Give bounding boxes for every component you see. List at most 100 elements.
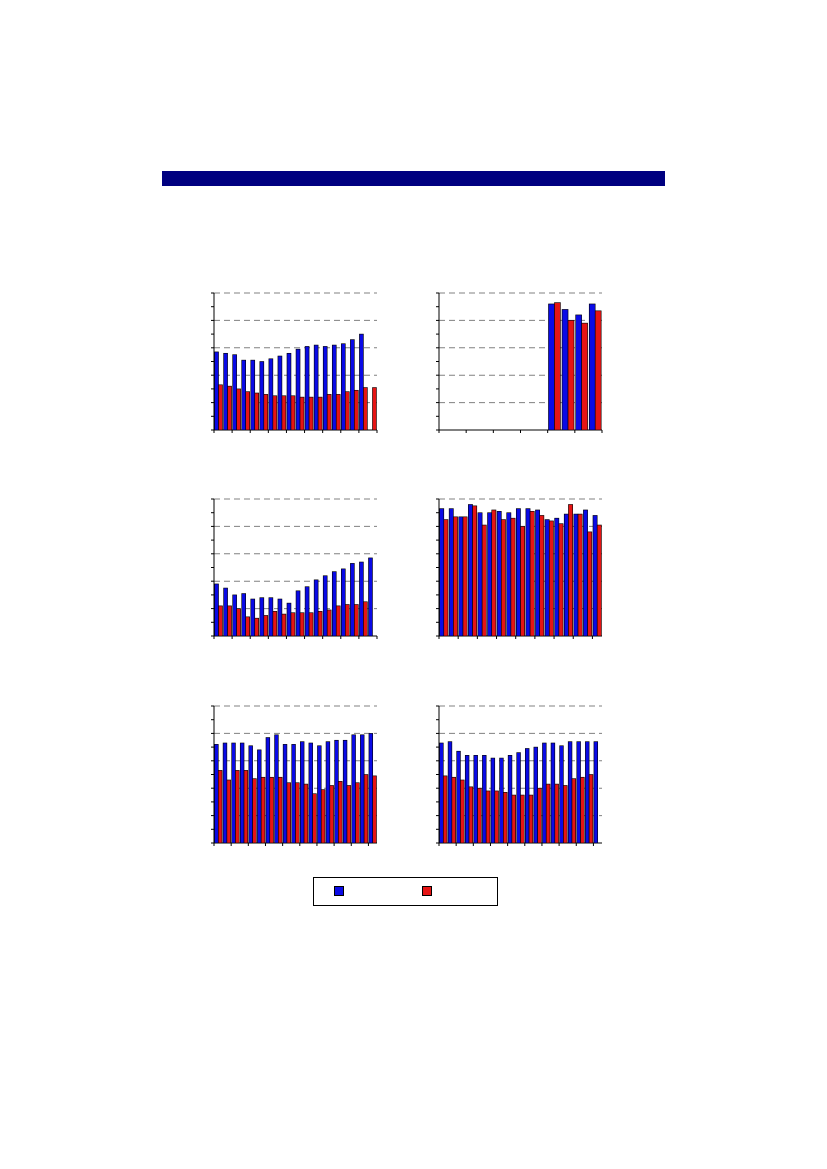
bar-series-a bbox=[477, 512, 483, 637]
bar-series-a bbox=[308, 742, 313, 844]
bar-series-a bbox=[304, 346, 310, 431]
bar-series-b bbox=[217, 770, 223, 844]
bar-series-b bbox=[363, 387, 368, 431]
bar-series-b bbox=[539, 515, 545, 637]
bar-series-a bbox=[567, 741, 573, 844]
bar-series-b bbox=[286, 782, 291, 844]
bar-series-b bbox=[226, 779, 231, 844]
bar-series-b bbox=[511, 794, 516, 844]
bar-series-a bbox=[286, 602, 292, 637]
bar-series-b bbox=[363, 601, 368, 637]
bar-series-b bbox=[453, 516, 458, 637]
bar-series-b bbox=[218, 605, 223, 637]
bar-series-b bbox=[303, 783, 309, 844]
bar-series-a bbox=[544, 519, 550, 637]
bar-series-a bbox=[507, 755, 513, 844]
bar-series-b bbox=[577, 513, 583, 637]
bar-series-a bbox=[277, 355, 283, 431]
bar-series-b bbox=[503, 792, 508, 844]
bar-series-a bbox=[265, 737, 271, 844]
bar-series-b bbox=[346, 785, 352, 844]
bar-series-a bbox=[525, 748, 530, 844]
bar-series-b bbox=[354, 604, 359, 637]
bar-series-a bbox=[274, 734, 279, 844]
bar-series-b bbox=[451, 776, 456, 844]
bar-series-b bbox=[245, 391, 250, 431]
bar-series-a bbox=[257, 749, 262, 844]
bar-series-b bbox=[528, 794, 534, 844]
bar-series-a bbox=[350, 563, 355, 637]
bar-series-a bbox=[277, 598, 283, 637]
bar-series-b bbox=[335, 394, 341, 431]
bar-series-b bbox=[510, 517, 516, 637]
bar-series-a bbox=[331, 344, 337, 431]
bar-series-a bbox=[533, 746, 538, 844]
bar-series-b bbox=[596, 524, 602, 637]
bar-series-a bbox=[241, 359, 246, 431]
bar-series-a bbox=[214, 744, 219, 844]
bar-series-a bbox=[447, 741, 453, 844]
bar-series-b bbox=[299, 396, 305, 431]
bar-series-a bbox=[282, 744, 288, 844]
bar-series-b bbox=[529, 511, 535, 637]
bar-series-a bbox=[214, 351, 219, 431]
bar-series-b bbox=[568, 504, 573, 637]
bar-series-b bbox=[558, 523, 564, 637]
bar-series-b bbox=[363, 774, 369, 844]
bar-series-a bbox=[535, 509, 540, 637]
bar-series-b bbox=[468, 786, 474, 844]
bar-series-b bbox=[290, 395, 296, 431]
bar-series-a bbox=[286, 352, 292, 431]
bar-series-b bbox=[326, 609, 332, 637]
legend-swatch-series-a bbox=[334, 886, 344, 896]
bar-series-b bbox=[501, 519, 506, 637]
bar-series-a bbox=[259, 361, 265, 431]
bar-series-a bbox=[313, 579, 319, 637]
bar-series-a bbox=[223, 352, 228, 431]
bar-series-a bbox=[576, 741, 581, 844]
bar-series-b bbox=[243, 770, 249, 844]
bar-series-b bbox=[218, 384, 223, 431]
bar-series-a bbox=[439, 742, 444, 844]
bar-series-b bbox=[308, 396, 314, 431]
bar-series-b bbox=[263, 615, 269, 637]
bar-series-b bbox=[326, 394, 332, 431]
bar-series-a bbox=[351, 734, 356, 844]
bar-series-b bbox=[299, 612, 305, 637]
bar-series-b bbox=[581, 322, 588, 431]
bar-series-b bbox=[594, 310, 602, 431]
bar-series-a bbox=[223, 587, 228, 637]
bar-series-a bbox=[350, 339, 355, 431]
bar-series-a bbox=[559, 745, 564, 844]
bar-series-a bbox=[575, 314, 582, 431]
bar-series-a bbox=[516, 752, 521, 844]
bar-series-b bbox=[563, 785, 568, 844]
bar-series-a bbox=[317, 745, 322, 844]
bar-series-b bbox=[335, 605, 341, 637]
bar-series-b bbox=[263, 394, 269, 431]
bar-series-a bbox=[295, 348, 301, 431]
bar-series-a bbox=[561, 309, 569, 431]
bar-series-a bbox=[585, 741, 590, 844]
bar-series-b bbox=[269, 776, 274, 844]
bar-series-a bbox=[300, 741, 305, 844]
bar-series-b bbox=[338, 781, 343, 844]
bar-series-a bbox=[313, 344, 319, 431]
bar-series-b bbox=[485, 790, 491, 844]
bar-series-b bbox=[254, 617, 260, 637]
bar-series-a bbox=[222, 742, 228, 844]
bar-series-b bbox=[245, 616, 250, 637]
bar-series-a bbox=[359, 333, 364, 431]
bar-series-b bbox=[345, 604, 350, 637]
bar-series-a bbox=[232, 354, 237, 431]
bar-series-b bbox=[227, 385, 232, 431]
chart-6-svg bbox=[436, 705, 602, 846]
bar-series-b bbox=[580, 776, 585, 844]
bar-series-b bbox=[227, 605, 232, 637]
bar-series-b bbox=[588, 774, 594, 844]
bar-series-a bbox=[506, 512, 512, 637]
bar-series-b bbox=[290, 612, 296, 637]
chart-3-svg bbox=[211, 498, 378, 639]
bar-series-a bbox=[499, 757, 504, 844]
bar-series-b bbox=[235, 770, 240, 844]
